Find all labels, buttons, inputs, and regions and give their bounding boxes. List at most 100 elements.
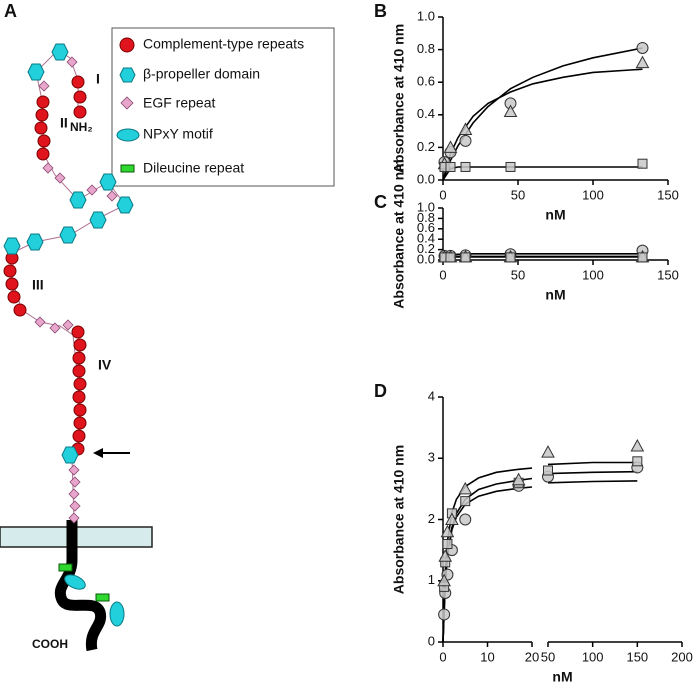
region-label: IV: [98, 357, 112, 373]
x-tick-label: 100: [582, 187, 604, 202]
y-axis-label: Absorbance at 410 nm: [391, 24, 407, 173]
region-label: I: [96, 71, 100, 87]
egf-repeat: [106, 190, 118, 202]
y-axis-label: Absorbance at 410 nm: [391, 445, 407, 594]
egf-repeat: [68, 488, 80, 500]
fit-curve: [442, 166, 643, 181]
complement-repeat: [72, 364, 86, 378]
dileucine: [58, 563, 73, 572]
complement-repeat: [35, 108, 49, 122]
x-tick-label: 200: [671, 649, 693, 664]
x-tick-label: 0: [439, 267, 446, 282]
legend-icon: [120, 164, 135, 173]
complement-repeat: [5, 277, 19, 291]
egf-repeat: [66, 56, 78, 68]
point: [637, 252, 648, 263]
beta-propeller: [116, 196, 134, 214]
legend-icon: [119, 37, 135, 53]
complement-repeat: [37, 134, 51, 148]
point: [443, 140, 458, 153]
npxy: [64, 574, 86, 590]
egf-repeat: [38, 80, 50, 92]
y-tick-label: 0.6: [417, 220, 435, 235]
receptor-diagram: Complement-type repeats β-propeller doma…: [0, 1, 335, 651]
complement-repeat: [72, 429, 86, 443]
point: [460, 252, 471, 263]
y-tick-label: 0.8: [417, 210, 435, 225]
beta-propeller: [61, 446, 79, 464]
complement-repeat: [73, 338, 87, 352]
x-tick-label: 150: [626, 649, 648, 664]
y-tick-label: 0: [428, 633, 435, 648]
egf-repeat: [42, 162, 54, 174]
terminus-label: COOH: [32, 637, 68, 651]
y-tick-label: 3: [428, 450, 435, 465]
point: [437, 573, 451, 587]
x-tick-label: 100: [582, 649, 604, 664]
legend-icon: [120, 96, 134, 110]
x-tick-label: 0: [439, 649, 446, 664]
complement-repeat: [71, 325, 85, 339]
egf-repeat: [34, 316, 46, 328]
x-tick-label: 50: [511, 267, 525, 282]
fit-curve: [442, 47, 643, 181]
y-tick-label: 0.4: [417, 106, 435, 121]
y-tick-label: 0.8: [417, 41, 435, 56]
x-tick-label: 0: [439, 187, 446, 202]
panel-label: D: [374, 381, 387, 401]
x-axis-label: nM: [545, 287, 565, 303]
legend-label: β-propeller domain: [143, 66, 260, 82]
complement-repeat: [71, 75, 85, 89]
egf-repeat: [54, 172, 66, 184]
point: [637, 158, 648, 169]
egf-repeat: [69, 476, 81, 488]
legend-icon: [119, 67, 136, 83]
panel-label: C: [374, 192, 387, 212]
fit-curve: [442, 477, 533, 643]
y-tick-label: 2: [428, 511, 435, 526]
point: [460, 161, 471, 172]
complement-repeat: [73, 90, 87, 104]
x-tick-label: 10: [480, 649, 494, 664]
x-tick-label: 20: [525, 649, 539, 664]
x-axis-label: nM: [552, 669, 572, 685]
complement-repeat: [7, 290, 21, 304]
egf-repeat: [69, 500, 81, 512]
x-tick-label: 50: [541, 649, 555, 664]
y-tick-label: 0.0: [417, 251, 435, 266]
beta-propeller: [89, 211, 107, 229]
complement-repeat: [73, 377, 87, 391]
y-tick-label: 4: [428, 388, 435, 403]
point: [445, 161, 456, 172]
complement-repeat: [34, 121, 48, 135]
point: [543, 465, 553, 476]
complement-repeat: [73, 105, 87, 119]
y-tick-label: 1: [428, 572, 435, 587]
fit-curve: [442, 256, 643, 259]
egf-repeat: [68, 512, 80, 524]
point: [445, 252, 456, 263]
legend-label: Complement-type repeats: [143, 36, 304, 52]
legend-icon: [116, 128, 140, 142]
panel-label: B: [374, 1, 387, 21]
y-tick-label: 0.4: [417, 231, 435, 246]
legend-label: NPxY motif: [143, 126, 213, 142]
y-axis-label: Absorbance at 410 nm: [391, 159, 407, 308]
complement-repeat: [72, 351, 86, 365]
beta-propeller: [69, 191, 87, 209]
beta-propeller: [26, 233, 44, 251]
point: [505, 252, 516, 263]
point: [541, 445, 555, 458]
point: [636, 41, 649, 54]
fit-curve: [442, 68, 643, 181]
region-label: III: [32, 277, 44, 293]
complement-repeat: [72, 390, 86, 404]
legend-label: Dileucine repeat: [143, 160, 244, 176]
point: [505, 161, 516, 172]
dileucine: [95, 593, 110, 602]
x-axis-label: nM: [545, 207, 565, 223]
point: [440, 524, 455, 538]
x-tick-label: 100: [582, 267, 604, 282]
